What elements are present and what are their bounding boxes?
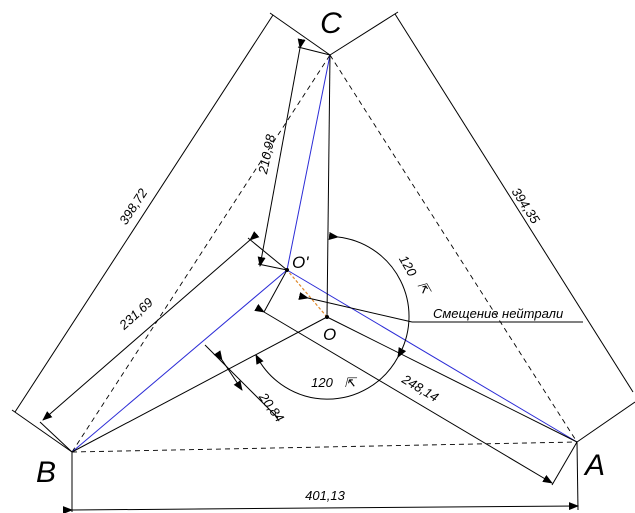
point-o-label: O: [323, 325, 336, 344]
side-ab: [71, 441, 578, 453]
vector-o-prime-b: [71, 269, 288, 453]
vector-o-c: [326, 54, 331, 318]
triangle-abc: [71, 54, 578, 453]
point-o-prime-label: O': [292, 253, 309, 272]
dim-o-prime-c-label: 210,98: [255, 132, 278, 176]
dimension-bc: 398,72: [11, 12, 331, 453]
dimension-offset: 20,84: [204, 344, 287, 425]
vectors-from-o-prime: [71, 54, 578, 453]
vectors-from-o: [71, 54, 578, 453]
dimension-o-prime-b: 231,69: [39, 231, 288, 453]
angle-lower: 120 ⇱: [255, 347, 406, 400]
angle-lower-label: 120: [311, 375, 333, 390]
vertex-a-label: A: [583, 449, 605, 482]
neutral-shift-line: [286, 269, 328, 318]
angle-upper: 120 ⇱: [328, 232, 434, 358]
dimension-ab: 401,13: [62, 441, 579, 513]
angle-upper-label: 120: [396, 253, 420, 280]
dim-ca-label: 394,35: [509, 185, 544, 227]
vector-o-prime-c: [286, 54, 331, 271]
neutral-shift-leader: Смещение нейтрали: [298, 292, 583, 323]
dim-ab-label: 401,13: [305, 488, 346, 503]
point-o-dot: [325, 315, 329, 319]
angle-upper-icon: ⇱: [415, 279, 434, 298]
dimension-ca: 394,35: [329, 11, 635, 443]
vertex-b-label: B: [36, 456, 56, 489]
vector-o-b: [71, 316, 328, 453]
dim-bc-label: 398,72: [116, 185, 151, 227]
neutral-shift-text: Смещение нейтрали: [433, 306, 563, 321]
vertex-c-label: C: [320, 7, 342, 40]
angle-lower-icon: ⇱: [345, 375, 358, 390]
dimension-o-prime-c: 210,98: [255, 38, 331, 271]
dim-offset-label: 20,84: [255, 389, 287, 425]
dim-o-prime-a-label: 248,14: [399, 371, 442, 405]
side-ca: [329, 54, 578, 443]
vector-o-prime-a: [286, 269, 578, 443]
point-o-prime-dot: [285, 268, 289, 272]
